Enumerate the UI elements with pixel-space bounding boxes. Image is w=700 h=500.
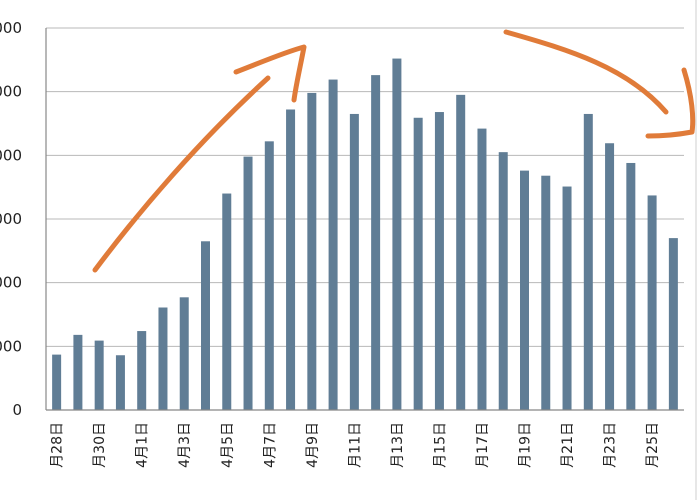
bar bbox=[73, 334, 83, 410]
bar bbox=[626, 162, 636, 410]
bar bbox=[498, 152, 508, 410]
bar bbox=[520, 170, 529, 410]
y-tick-label: 000 bbox=[0, 146, 22, 164]
x-tick-label: 月17日 bbox=[475, 422, 491, 468]
y-tick-label: 000 bbox=[0, 210, 22, 228]
y-tick-label: 000 bbox=[0, 337, 22, 355]
y-tick-label: 0 bbox=[12, 401, 22, 419]
bar bbox=[456, 94, 466, 410]
bar bbox=[115, 355, 125, 410]
bar bbox=[286, 109, 296, 410]
x-tick-label: 4月5日 bbox=[220, 422, 236, 468]
bar bbox=[94, 340, 104, 410]
y-tick-label: 000 bbox=[0, 83, 22, 101]
bar bbox=[52, 354, 62, 410]
x-tick-label: 4月9日 bbox=[305, 422, 321, 468]
annotation-arrows bbox=[92, 29, 696, 273]
x-tick-label: 月19日 bbox=[518, 422, 534, 468]
rising-arrowhead bbox=[233, 44, 307, 103]
bar bbox=[328, 79, 338, 410]
falling-arrowhead bbox=[645, 67, 696, 139]
falling-trend-arrow bbox=[503, 29, 669, 115]
bar bbox=[668, 238, 678, 410]
x-tick-label: 月25日 bbox=[645, 422, 661, 468]
bar bbox=[477, 128, 487, 411]
bar bbox=[349, 113, 359, 410]
bar bbox=[201, 241, 210, 410]
x-tick-label: 月21日 bbox=[560, 422, 576, 468]
y-tick-label: 000 bbox=[0, 19, 22, 37]
bar bbox=[158, 307, 168, 410]
y-axis-tick-labels: 0000000000000000000 bbox=[0, 19, 22, 419]
bar bbox=[179, 297, 189, 410]
x-tick-label: 4月7日 bbox=[262, 422, 278, 468]
x-tick-label: 4月3日 bbox=[177, 422, 193, 468]
y-tick-label: 000 bbox=[0, 274, 22, 292]
bar bbox=[392, 58, 402, 411]
bar bbox=[605, 143, 615, 410]
bar bbox=[371, 75, 381, 410]
rising-trend-arrow bbox=[92, 75, 271, 273]
bar bbox=[583, 113, 593, 410]
x-tick-label: 月28日 bbox=[50, 422, 66, 468]
x-tick-label: 月11日 bbox=[347, 422, 363, 468]
bar bbox=[307, 92, 317, 410]
bar bbox=[541, 175, 551, 410]
x-tick-label: 月13日 bbox=[390, 422, 406, 468]
bar bbox=[243, 156, 253, 410]
bars bbox=[52, 58, 678, 411]
x-tick-label: 月23日 bbox=[603, 422, 619, 468]
bar bbox=[222, 193, 232, 410]
bar bbox=[562, 186, 572, 410]
x-tick-label: 4月1日 bbox=[135, 422, 151, 468]
bar bbox=[413, 117, 423, 411]
x-tick-label: 月30日 bbox=[92, 422, 108, 468]
bar bbox=[264, 141, 274, 410]
bar bbox=[137, 331, 147, 410]
x-axis-tick-labels: 月28日 月30日 4月1日 4月3日 4月5日 4月7日 4月9日 月11日 月13日 月15日… bbox=[50, 422, 661, 468]
bar bbox=[434, 112, 444, 410]
gridlines bbox=[46, 27, 684, 411]
bar bbox=[647, 195, 657, 410]
x-tick-label: 月15日 bbox=[432, 422, 448, 468]
